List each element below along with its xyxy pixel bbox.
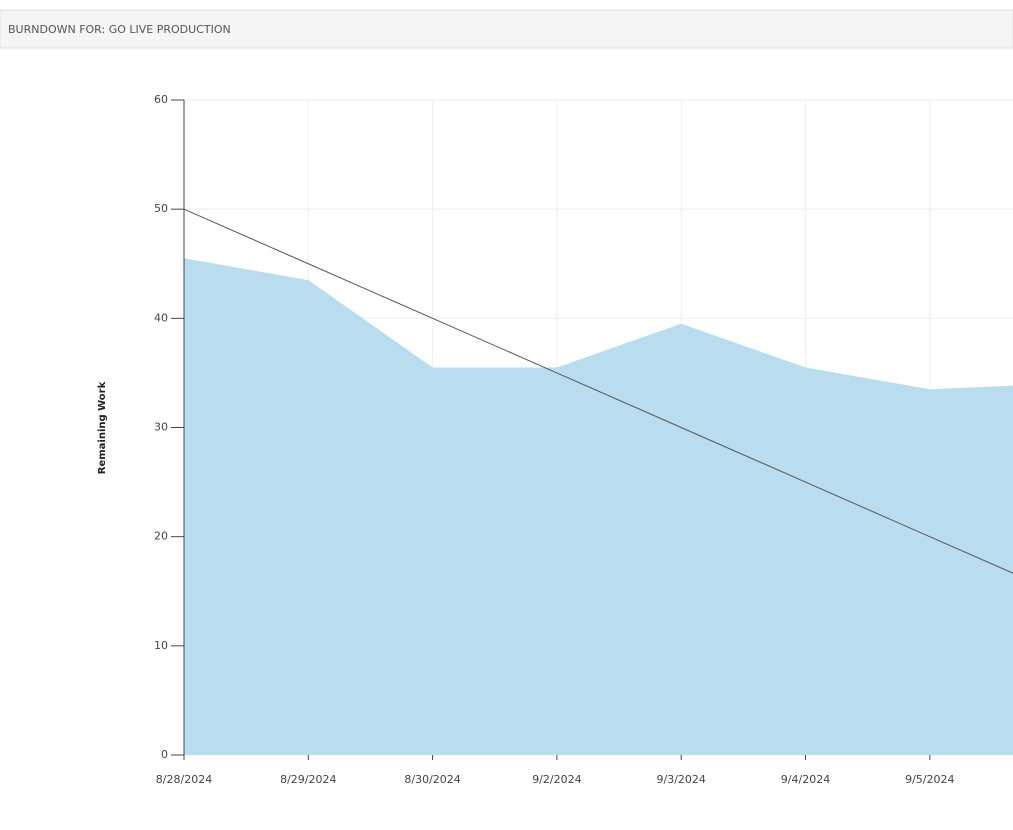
x-tick-label: 8/28/2024	[156, 773, 212, 786]
y-tick-label: 40	[154, 311, 168, 324]
y-tick-label: 20	[154, 530, 168, 543]
x-tick-label: 9/4/2024	[781, 773, 830, 786]
y-tick-label: 50	[154, 202, 168, 215]
x-tick-label: 9/3/2024	[656, 773, 705, 786]
y-tick-label: 10	[154, 639, 168, 652]
x-tick-label: 9/5/2024	[905, 773, 954, 786]
x-tick-label: 8/29/2024	[280, 773, 336, 786]
plot: 0 10 20 30 40 50 60 8/28/2024 8/29/2024 8/30/2024…	[154, 93, 1013, 786]
ideal-trend-line	[183, 208, 1013, 574]
x-tick-label: 9/2/2024	[532, 773, 581, 786]
remaining-work-area	[184, 258, 1013, 755]
header-bar	[0, 9, 1013, 49]
x-tick-label: 8/30/2024	[404, 773, 460, 786]
header-title: BURNDOWN FOR: GO LIVE PRODUCTION	[8, 23, 231, 36]
y-tick-label: 0	[161, 748, 168, 761]
y-tick-label: 60	[154, 93, 168, 106]
y-axis-label: Remaining Work	[97, 381, 108, 474]
y-tick-label: 30	[154, 421, 168, 434]
